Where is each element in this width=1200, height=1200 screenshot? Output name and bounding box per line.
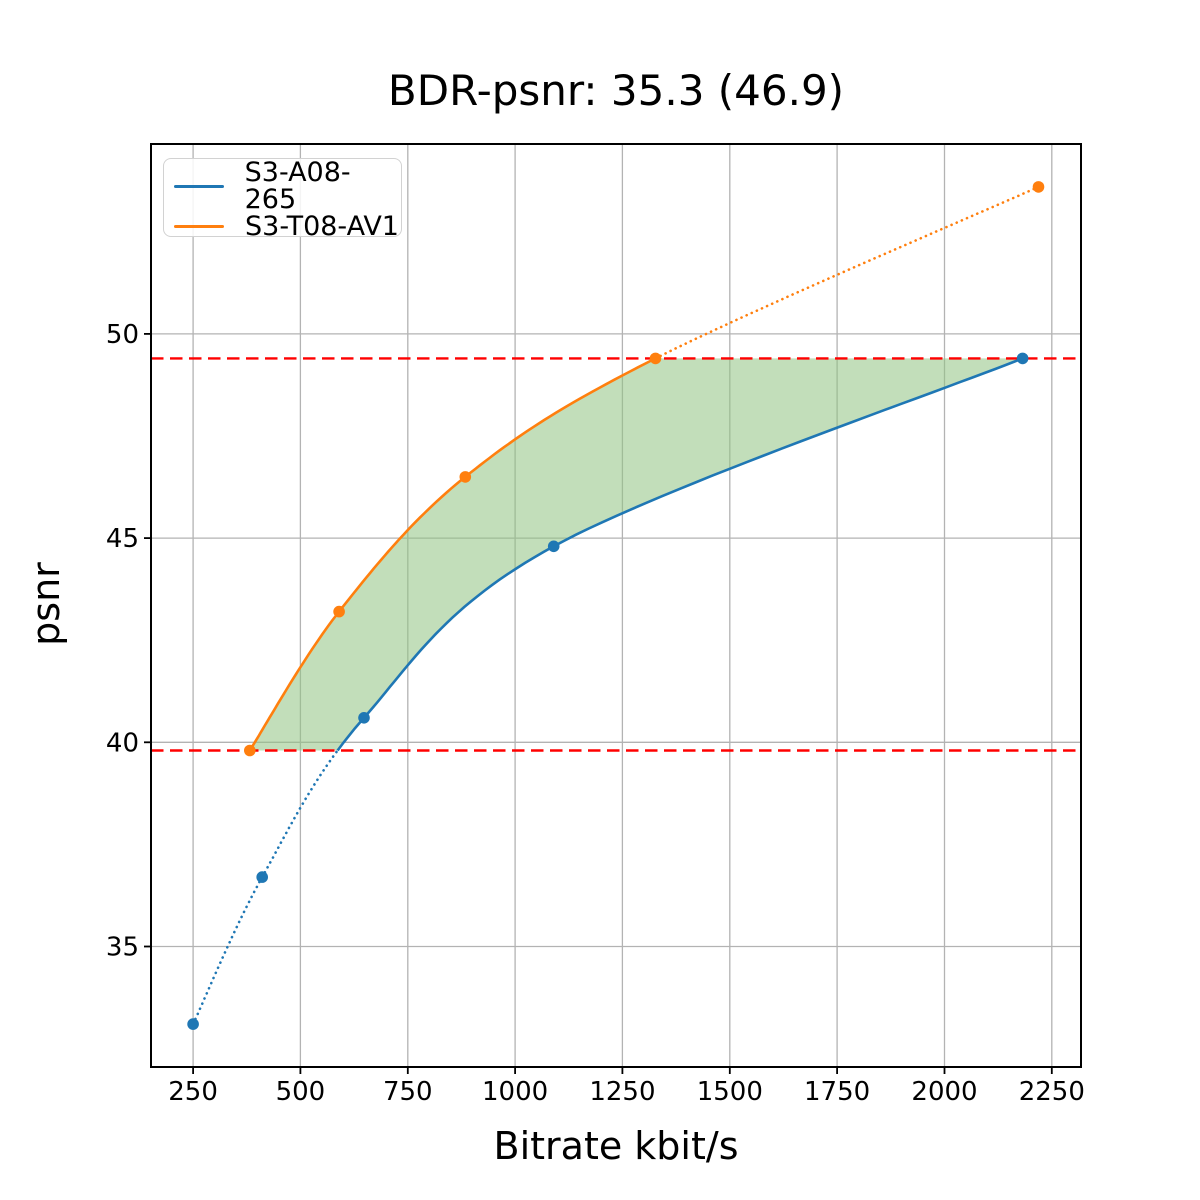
bd-overlap-shaded-region: [249, 358, 1023, 751]
series-s3-t08-av1-data-point: [649, 352, 662, 365]
series-s3-t08-av1-data-point: [1032, 181, 1045, 193]
series-s3-a08-265: [187, 352, 1029, 1030]
x-axis-label: Bitrate kbit/s: [493, 1124, 739, 1168]
series-s3-t08-av1-solid-line: [248, 357, 657, 752]
legend-item: S3-T08-AV1: [174, 213, 401, 240]
grid: [151, 144, 1081, 1067]
x-tick-label: 500: [276, 1077, 326, 1107]
series-s3-t08-av1-data-point: [333, 605, 345, 618]
legend-item: S3-A08-265: [174, 159, 401, 213]
x-tick-label: 2250: [1019, 1077, 1085, 1107]
plot-frame: [150, 143, 1082, 1068]
x-tick-label: 1750: [804, 1077, 870, 1107]
x-tick-label: 250: [168, 1077, 218, 1107]
series-s3-a08-265-solid-line: [336, 357, 1024, 752]
series-s3-t08-av1-data-point: [244, 744, 256, 757]
y-tick-label: 50: [106, 320, 139, 350]
legend-label: S3-A08-265: [244, 157, 351, 215]
series-s3-t08-av1-dotted-line: [654, 185, 1040, 360]
legend-label: S3-T08-AV1: [245, 211, 399, 242]
y-tick-label: 45: [106, 524, 139, 554]
y-tick-label: 40: [106, 728, 139, 758]
x-tick-label: 2000: [911, 1077, 977, 1107]
axis-ticks: 250 500 750 1000 1250 1500 1750 2000 2250 35 40 45 5…: [106, 320, 1085, 1107]
series-s3-a08-265-data-point: [358, 712, 370, 724]
legend-line-sample: [174, 225, 224, 228]
x-tick-label: 1500: [697, 1077, 763, 1107]
series-s3-a08-265-data-point: [256, 871, 269, 883]
series-s3-a08-265-dotted-line: [191, 749, 339, 1026]
x-tick-label: 750: [383, 1077, 433, 1107]
series-s3-t08-av1-data-point: [459, 471, 472, 483]
series-s3-a08-265-data-point: [1016, 352, 1029, 365]
x-tick-label: 1000: [482, 1077, 548, 1107]
legend-line-sample: [174, 184, 224, 188]
y-tick-label: 35: [106, 933, 139, 963]
series-s3-a08-265-data-point: [187, 1018, 199, 1030]
x-tick-label: 1250: [589, 1077, 655, 1107]
legend: S3-A08-265 S3-T08-AV1: [163, 158, 402, 240]
series-s3-a08-265-data-point: [547, 540, 560, 553]
y-axis-label: psnr: [24, 562, 68, 646]
series-s3-t08-av1: [244, 181, 1045, 757]
chart-title: BDR-psnr: 35.3 (46.9): [387, 66, 845, 115]
